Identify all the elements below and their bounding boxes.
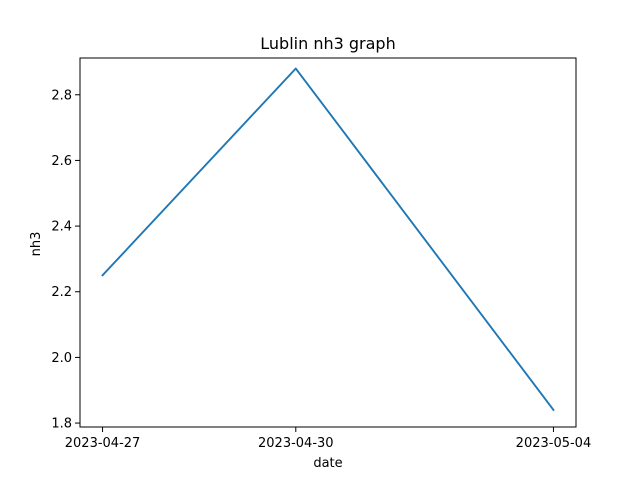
y-tick-label: 2.8 — [51, 88, 72, 103]
x-tick-label: 2023-04-30 — [258, 436, 334, 451]
x-tick-label: 2023-04-27 — [65, 436, 141, 451]
y-axis-title: nh3 — [29, 232, 44, 257]
plot-frame — [79, 57, 577, 428]
x-axis-title: date — [313, 456, 342, 471]
y-tick-label: 2.2 — [51, 285, 72, 300]
y-tick-label: 1.8 — [51, 417, 72, 432]
y-tick-label: 2.4 — [51, 220, 72, 235]
y-tick-label: 2.6 — [51, 154, 72, 169]
series-line-0 — [101, 67, 555, 412]
x-tick-label: 2023-05-04 — [516, 436, 592, 451]
chart-title: Lublin nh3 graph — [260, 34, 395, 53]
plot-area: 2023-04-27 2023-04-30 2023-05-04 1.8 2.0 2.2 2… — [51, 57, 592, 451]
y-tick-label: 2.0 — [51, 351, 72, 366]
